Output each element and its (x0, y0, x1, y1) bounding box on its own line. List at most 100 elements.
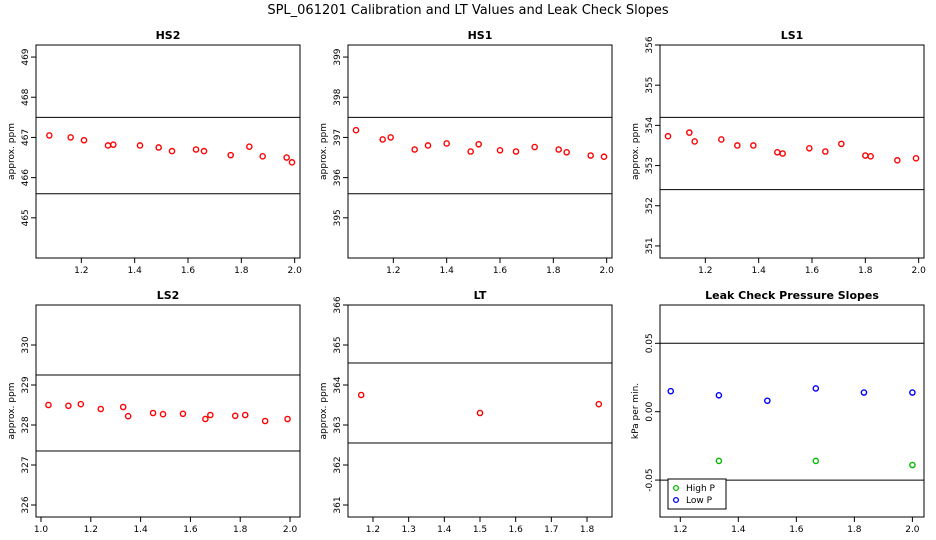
plot-frame (659, 44, 925, 259)
data-point (867, 153, 874, 160)
x-tick-label: 1.4 (133, 525, 148, 535)
y-tick-label: 363 (333, 416, 343, 433)
data-point (750, 142, 757, 149)
data-point (862, 152, 869, 159)
plot-frame (659, 304, 925, 518)
data-point (283, 154, 290, 161)
y-axis-label: kPa per min. (631, 383, 641, 439)
data-point (664, 132, 672, 140)
data-point (734, 142, 741, 149)
y-tick-label: 329 (21, 376, 31, 393)
data-point (192, 146, 200, 153)
y-tick-label: 326 (21, 496, 31, 513)
data-point (587, 152, 594, 159)
chart-panel-0: HS2 approx. ppm 1.2 1.4 1.6 1.8 2.0 465 466 467 46… (7, 29, 302, 276)
x-tick-label: 1.3 (401, 525, 415, 535)
y-tick-label: 354 (645, 117, 655, 134)
data-point (467, 148, 474, 155)
x-tick-label: 1.6 (183, 525, 198, 535)
x-tick-label: 1.8 (858, 266, 873, 276)
data-point (110, 141, 117, 148)
data-point (667, 387, 675, 395)
data-point (860, 389, 868, 396)
x-tick-label: 2.0 (288, 266, 303, 276)
x-tick-label: 1.8 (847, 525, 862, 535)
data-point (97, 405, 105, 413)
data-point (496, 146, 504, 154)
data-point (231, 412, 239, 420)
x-tick-label: 1.0 (34, 525, 49, 535)
chart-title: LS1 (781, 29, 804, 42)
data-point (909, 389, 916, 396)
x-tick-label: 2.0 (600, 266, 615, 276)
data-point (65, 402, 72, 410)
legend-marker (672, 484, 680, 492)
chart-panel-2: LS1 approx. ppm 1.2 1.4 1.6 1.8 2.0 351 352 353 35… (631, 29, 926, 276)
data-point (241, 411, 249, 419)
y-tick-label: 469 (21, 48, 31, 65)
y-tick-label: 398 (333, 88, 343, 105)
data-point (691, 138, 698, 145)
y-tick-label: 397 (333, 129, 343, 146)
data-point (227, 151, 234, 159)
data-point (475, 140, 482, 148)
x-tick-label: 1.8 (233, 525, 248, 535)
x-tick-label: 1.6 (493, 266, 508, 276)
y-tick-label: 366 (333, 296, 343, 313)
data-point (202, 415, 209, 423)
data-point (563, 149, 570, 156)
x-tick-label: 2.0 (283, 525, 298, 535)
x-tick-label: 1.6 (181, 266, 196, 276)
x-tick-label: 1.2 (386, 266, 400, 276)
chart-panel-5: Leak Check Pressure Slopes kPa per min. 1.… (631, 289, 925, 535)
x-tick-label: 1.2 (74, 266, 88, 276)
data-point (155, 144, 162, 151)
x-tick-label: 1.8 (234, 266, 249, 276)
plot-frame (35, 44, 301, 259)
y-axis-label: approx. ppm (7, 123, 17, 180)
y-tick-label: 395 (333, 209, 343, 226)
y-tick-label: 328 (21, 416, 31, 433)
chart-title: LT (474, 289, 487, 302)
legend-label: High P (686, 484, 716, 494)
data-point (259, 153, 266, 160)
data-point (531, 143, 538, 151)
x-tick-label: 1.2 (698, 266, 712, 276)
chart-title: HS1 (468, 29, 493, 42)
data-point (45, 401, 52, 409)
data-point (80, 136, 88, 144)
data-point (715, 391, 723, 399)
x-tick-label: 1.6 (789, 525, 804, 535)
y-tick-label: 364 (333, 376, 343, 393)
data-point (764, 397, 771, 405)
y-tick-label: 361 (333, 496, 343, 513)
data-point (806, 144, 813, 152)
data-point (124, 412, 132, 420)
data-point (67, 134, 74, 141)
y-tick-label: 465 (21, 209, 31, 226)
legend-marker (672, 496, 680, 504)
data-point (812, 385, 820, 392)
y-tick-label: 0.05 (645, 333, 655, 353)
y-tick-label: 466 (21, 169, 31, 186)
y-tick-label: 468 (21, 88, 31, 105)
data-point (261, 417, 269, 425)
data-point (476, 409, 484, 417)
y-tick-label: 399 (333, 48, 343, 65)
chart-panel-4: LT approx. ppm 1.2 1.3 1.4 1.5 1.6 1.7 1.8 361 362… (319, 289, 613, 535)
y-tick-label: 351 (645, 237, 655, 254)
plot-frame (35, 304, 301, 518)
y-tick-label: 356 (645, 36, 655, 53)
y-tick-label: 327 (21, 456, 31, 473)
y-tick-label: 352 (645, 197, 655, 214)
data-point (207, 411, 214, 419)
y-tick-label: 353 (645, 157, 655, 174)
data-point (424, 142, 432, 149)
data-point (443, 140, 450, 147)
data-point (46, 132, 53, 139)
plot-frame (347, 44, 613, 259)
data-point (136, 142, 144, 149)
x-tick-label: 1.4 (731, 525, 746, 535)
y-tick-label: -0.05 (645, 468, 655, 491)
data-point (149, 409, 157, 417)
